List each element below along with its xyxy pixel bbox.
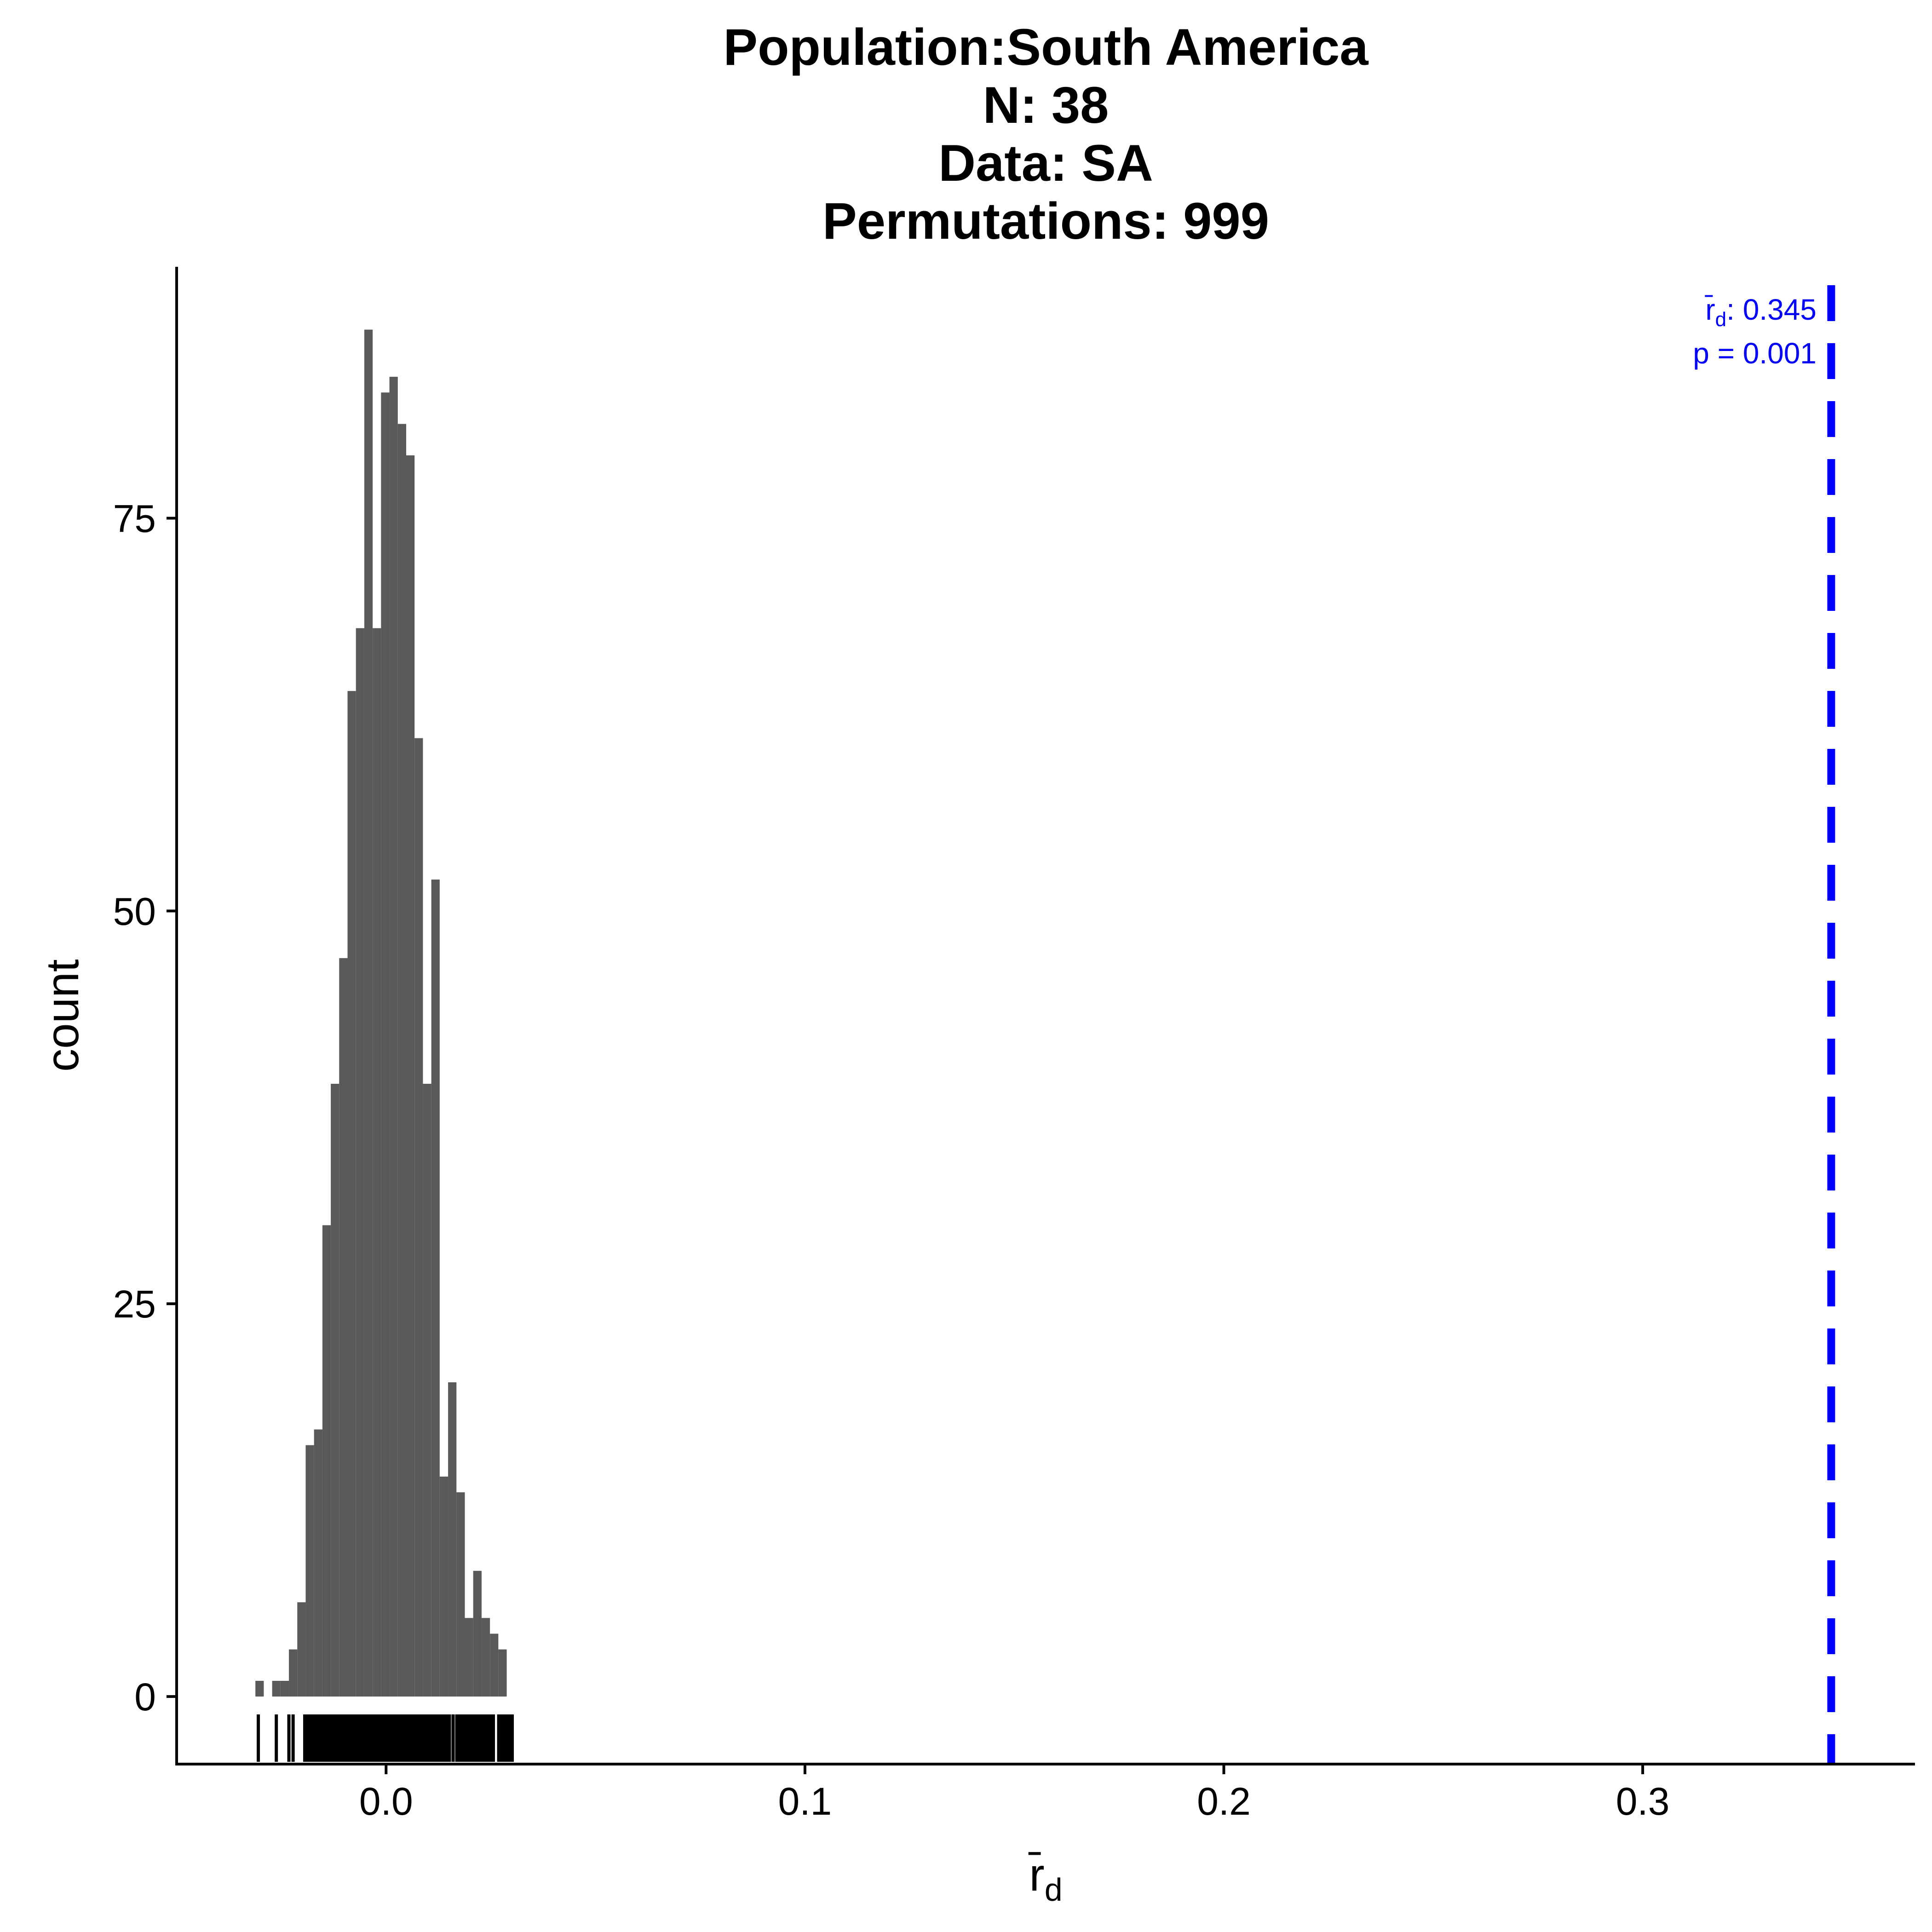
histogram-bar <box>490 1633 499 1697</box>
histogram-bar <box>339 958 348 1697</box>
y-tick-label: 0 <box>134 1675 156 1719</box>
y-tick-label: 75 <box>113 497 156 540</box>
histogram-bar <box>389 377 398 1697</box>
histogram-bar <box>431 880 440 1697</box>
histogram-bar <box>255 1680 264 1697</box>
histogram-bar <box>297 1602 306 1697</box>
histogram-bar <box>481 1618 490 1697</box>
x-axis-title: r̄d <box>1028 1849 1063 1908</box>
histogram-bar <box>347 691 356 1697</box>
x-tick-label: 0.3 <box>1616 1780 1670 1823</box>
histogram-bar <box>356 628 364 1697</box>
title-line-n: N: 38 <box>983 76 1109 134</box>
title-line-permutations: Permutations: 999 <box>822 192 1269 250</box>
histogram-bar <box>473 1570 482 1697</box>
y-tick-label: 25 <box>113 1282 156 1326</box>
histogram-bar <box>448 1382 457 1697</box>
x-tick-label: 0.2 <box>1197 1780 1251 1823</box>
histogram-bar <box>364 329 373 1697</box>
title-line-population: Population:South America <box>723 18 1368 76</box>
y-axis-title: count <box>37 959 88 1072</box>
histogram-bar <box>423 1084 431 1697</box>
x-tick-label: 0.1 <box>778 1780 832 1823</box>
histogram-bar <box>322 1225 331 1697</box>
title-line-data: Data: SA <box>938 134 1153 192</box>
histogram-bars <box>255 329 507 1697</box>
histogram-bar <box>373 628 381 1697</box>
histogram-bar <box>381 392 390 1697</box>
rug-band <box>303 1714 451 1762</box>
histogram-bar <box>414 738 423 1697</box>
y-tick-label: 50 <box>113 890 156 933</box>
axes: 0 25 50 75 0.0 0.1 0.2 0.3 r̄d count <box>37 267 1915 1908</box>
rug-marks <box>257 1714 514 1762</box>
x-tick-label: 0.0 <box>359 1780 413 1823</box>
histogram-bar <box>406 455 415 1697</box>
observed-value-group: r̄d: 0.345 p = 0.001 <box>1693 285 1835 1764</box>
histogram-bar <box>272 1680 281 1697</box>
histogram-bar <box>456 1492 465 1697</box>
histogram-bar <box>280 1680 289 1697</box>
rug-band <box>455 1714 495 1762</box>
histogram-bar <box>331 1084 339 1697</box>
histogram-bar <box>305 1445 314 1697</box>
histogram-bar <box>314 1429 322 1697</box>
p-value-label: p = 0.001 <box>1693 337 1817 370</box>
rug-band <box>497 1714 514 1762</box>
histogram-bar <box>498 1649 507 1697</box>
histogram-bar <box>289 1649 298 1697</box>
chart-title: Population:South America N: 38 Data: SA … <box>177 18 1915 250</box>
histogram-bar <box>397 424 407 1697</box>
observed-value-label: r̄d: 0.345 <box>1705 293 1817 331</box>
histogram-bar <box>465 1618 473 1697</box>
histogram-bar <box>439 1476 448 1697</box>
